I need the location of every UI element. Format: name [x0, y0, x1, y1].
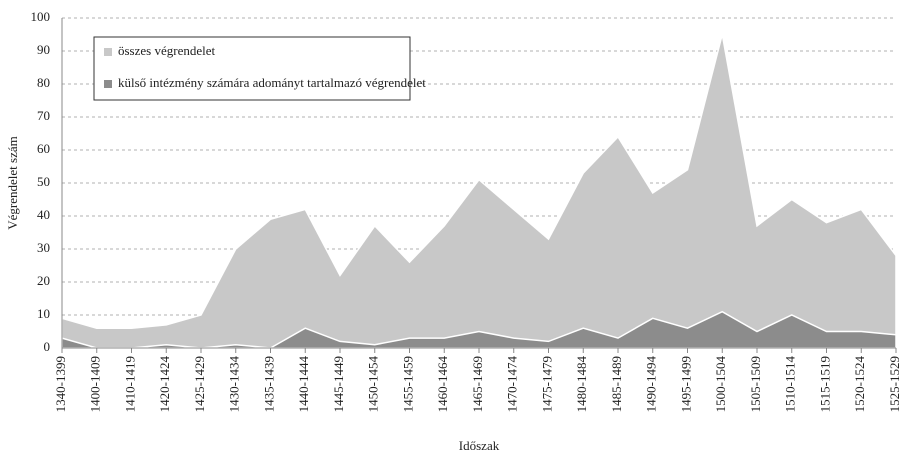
- legend-label: külső intézmény számára adományt tartalm…: [118, 75, 426, 90]
- y-tick-label: 70: [37, 108, 50, 123]
- x-tick-label: 1525-1529: [887, 356, 902, 412]
- y-tick-label: 90: [37, 42, 50, 57]
- y-tick-label: 50: [37, 174, 50, 189]
- legend-swatch: [104, 80, 112, 88]
- y-tick-label: 40: [37, 207, 50, 222]
- x-tick-label: 1520-1524: [852, 356, 867, 413]
- x-tick-label: 1480-1484: [574, 356, 589, 413]
- x-tick-label: 1510-1514: [783, 356, 798, 413]
- x-tick-label: 1490-1494: [644, 356, 659, 413]
- x-tick-label: 1475-1479: [539, 356, 554, 412]
- legend-label: összes végrendelet: [118, 43, 215, 58]
- x-tick-label: 1430-1434: [227, 356, 242, 413]
- x-tick-label: 1485-1489: [609, 356, 624, 412]
- y-tick-label: 60: [37, 141, 50, 156]
- x-tick-label: 1420-1424: [157, 356, 172, 413]
- x-tick-label: 1465-1469: [470, 356, 485, 412]
- x-tick-label: 1445-1449: [331, 356, 346, 412]
- legend-swatch: [104, 48, 112, 56]
- x-tick-label: 1450-1454: [366, 356, 381, 413]
- x-tick-label: 1460-1464: [435, 356, 450, 413]
- legend-box: [93, 36, 411, 101]
- area: [61, 34, 897, 349]
- x-tick-label: 1425-1429: [192, 356, 207, 412]
- x-tick-label: 1455-1459: [400, 356, 415, 412]
- x-tick-label: 1470-1474: [505, 356, 520, 413]
- x-tick-label: 1410-1419: [122, 356, 137, 412]
- x-tick-label: 1435-1439: [261, 356, 276, 412]
- y-tick-label: 0: [44, 339, 51, 354]
- y-tick-label: 80: [37, 75, 50, 90]
- y-tick-label: 20: [37, 273, 50, 288]
- x-tick-label: 1440-1444: [296, 356, 311, 413]
- y-tick-label: 30: [37, 240, 50, 255]
- x-tick-label: 1400-1409: [88, 356, 103, 412]
- y-axis-label: Végrendelet szám: [5, 136, 20, 229]
- x-tick-label: 1500-1504: [713, 356, 728, 413]
- x-tick-label: 1340-1399: [53, 356, 68, 412]
- x-tick-label: 1495-1499: [678, 356, 693, 412]
- y-tick-label: 10: [37, 306, 50, 321]
- y-tick-label: 100: [31, 9, 51, 24]
- x-tick-label: 1505-1509: [748, 356, 763, 412]
- x-tick-label: 1515-1519: [817, 356, 832, 412]
- x-axis-label: Időszak: [459, 438, 500, 453]
- area: [61, 310, 897, 349]
